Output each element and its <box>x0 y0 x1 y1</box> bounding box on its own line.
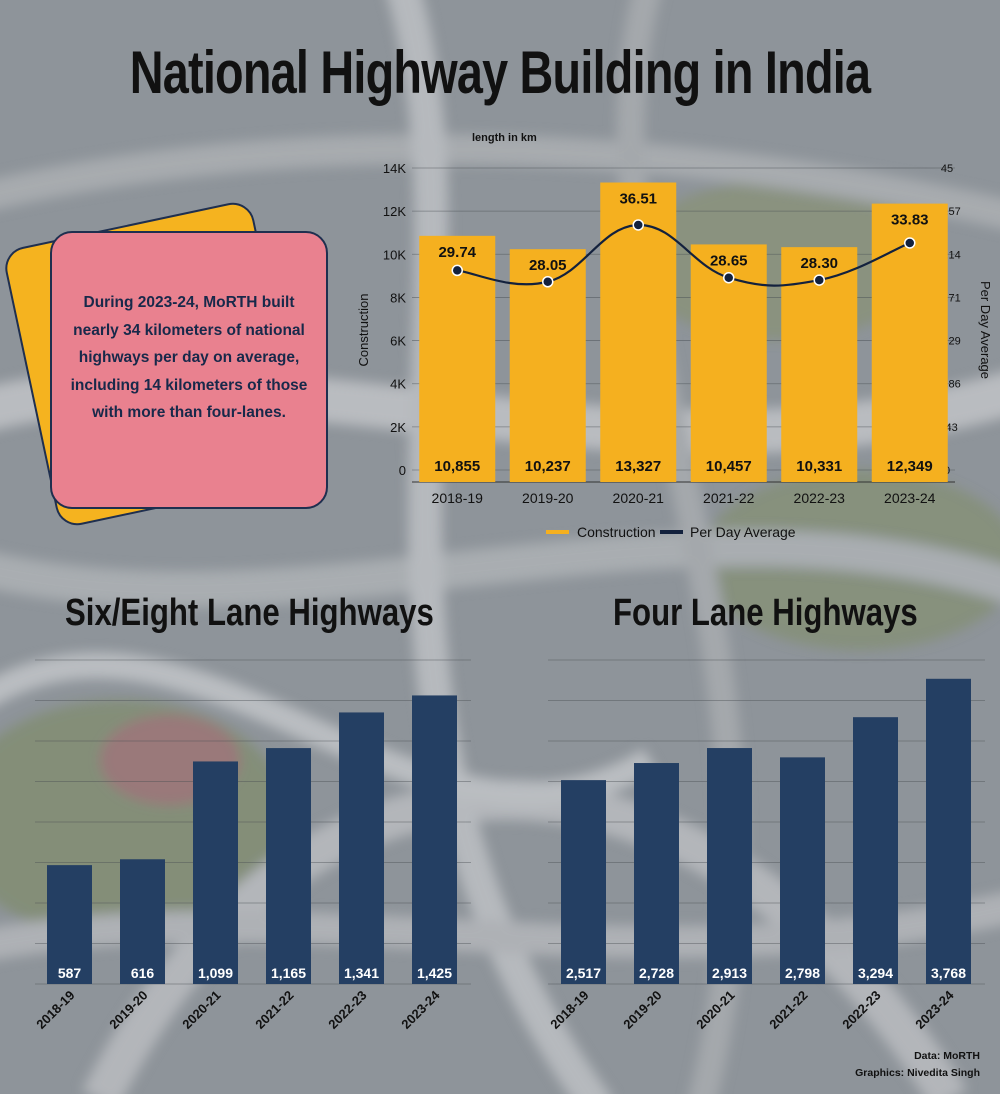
six-eight-lane-bar <box>47 865 92 984</box>
x-tick-label: 2018-19 <box>432 490 484 506</box>
legend-label-per-day: Per Day Average <box>690 524 796 540</box>
y-axis-label: Construction <box>356 294 371 367</box>
per-day-point <box>904 237 916 249</box>
per-day-point <box>632 219 644 231</box>
construction-bar <box>509 249 586 482</box>
four-lane-title: Four Lane Highways <box>613 592 918 634</box>
construction-value-label: 10,331 <box>796 458 842 475</box>
six-eight-lane-value-label: 1,425 <box>417 965 452 981</box>
construction-value-label: 13,327 <box>615 458 661 475</box>
six-eight-lane-x-tick-label: 2018-19 <box>33 988 77 1032</box>
four-lane-value-label: 3,768 <box>931 965 966 981</box>
chart-subtitle: length in km <box>472 132 537 144</box>
data-credit: Data: MoRTH <box>914 1050 980 1062</box>
four-lane-value-label: 2,728 <box>639 965 674 981</box>
four-lane-bar <box>853 717 898 984</box>
six-eight-lane-bar <box>266 748 311 984</box>
construction-value-label: 12,349 <box>887 458 933 475</box>
construction-bar <box>781 247 858 482</box>
per-day-value-label: 29.74 <box>438 244 476 261</box>
y-tick-label: 14K <box>383 161 406 176</box>
per-day-value-label: 36.51 <box>619 191 657 208</box>
legend-label-construction: Construction <box>577 524 656 540</box>
x-tick-label: 2019-20 <box>522 490 574 506</box>
y-right-axis-label: Per Day Average <box>978 281 993 379</box>
y-tick-label: 0 <box>399 463 406 478</box>
six-eight-lane-title: Six/Eight Lane Highways <box>65 592 434 634</box>
four-lane-value-label: 2,517 <box>566 965 601 981</box>
x-tick-label: 2021-22 <box>703 490 755 506</box>
y-tick-label: 6K <box>390 334 406 349</box>
four-lane-bar <box>926 678 971 984</box>
x-tick-label: 2022-23 <box>794 490 846 506</box>
per-day-value-label: 28.30 <box>800 255 838 272</box>
y-tick-label: 10K <box>383 247 406 262</box>
per-day-point <box>813 274 825 286</box>
per-day-point <box>451 264 463 277</box>
page-title: National Highway Building in India <box>129 39 871 106</box>
six-eight-lane-value-label: 1,341 <box>344 965 379 981</box>
per-day-value-label: 28.05 <box>529 257 567 274</box>
four-lane-x-tick-label: 2022-23 <box>839 988 883 1032</box>
y-tick-label: 4K <box>390 377 406 392</box>
four-lane-bar <box>707 748 752 984</box>
six-eight-lane-x-tick-label: 2022-23 <box>325 988 369 1032</box>
construction-value-label: 10,855 <box>434 458 480 475</box>
six-eight-lane-x-tick-label: 2019-20 <box>106 988 150 1032</box>
y-tick-label: 12K <box>383 204 406 219</box>
six-eight-lane-value-label: 1,165 <box>271 965 306 981</box>
four-lane-bar <box>561 780 606 984</box>
per-day-value-label: 33.83 <box>891 212 929 229</box>
construction-value-label: 10,237 <box>525 458 571 475</box>
six-eight-lane-value-label: 616 <box>131 965 155 981</box>
four-lane-bar <box>780 757 825 984</box>
graphics-credit: Graphics: Nivedita Singh <box>855 1067 980 1079</box>
y-right-tick-label: 45 <box>941 163 953 175</box>
four-lane-bar <box>634 763 679 984</box>
four-lane-x-tick-label: 2023-24 <box>912 987 957 1032</box>
six-eight-lane-value-label: 1,099 <box>198 965 233 981</box>
y-tick-label: 2K <box>390 420 406 435</box>
per-day-point <box>723 271 735 284</box>
four-lane-value-label: 3,294 <box>858 965 893 981</box>
six-eight-lane-bar <box>193 761 238 984</box>
six-eight-lane-bar <box>339 712 384 984</box>
note-card: During 2023-24, MoRTH built nearly 34 ki… <box>50 231 328 509</box>
four-lane-value-label: 2,798 <box>785 965 820 981</box>
per-day-point <box>542 276 554 288</box>
per-day-value-label: 28.65 <box>710 252 748 269</box>
six-eight-lane-bar <box>120 859 165 984</box>
note-text: During 2023-24, MoRTH built nearly 34 ki… <box>70 294 308 421</box>
six-eight-lane-bar <box>412 695 457 984</box>
four-lane-x-tick-label: 2021-22 <box>766 988 810 1032</box>
four-lane-value-label: 2,913 <box>712 965 747 981</box>
four-lane-x-tick-label: 2019-20 <box>620 988 664 1032</box>
six-eight-lane-x-tick-label: 2021-22 <box>252 988 296 1032</box>
six-eight-lane-value-label: 587 <box>58 965 82 981</box>
six-eight-lane-x-tick-label: 2023-24 <box>398 987 443 1032</box>
construction-value-label: 10,457 <box>706 458 752 475</box>
four-lane-x-tick-label: 2020-21 <box>693 988 737 1032</box>
four-lane-x-tick-label: 2018-19 <box>547 988 591 1032</box>
six-eight-lane-x-tick-label: 2020-21 <box>179 988 223 1032</box>
credits: Data: MoRTH Graphics: Nivedita Singh <box>855 1048 980 1082</box>
x-tick-label: 2023-24 <box>884 490 936 506</box>
y-tick-label: 8K <box>390 290 406 305</box>
x-tick-label: 2020-21 <box>613 490 665 506</box>
construction-bar <box>871 203 948 482</box>
